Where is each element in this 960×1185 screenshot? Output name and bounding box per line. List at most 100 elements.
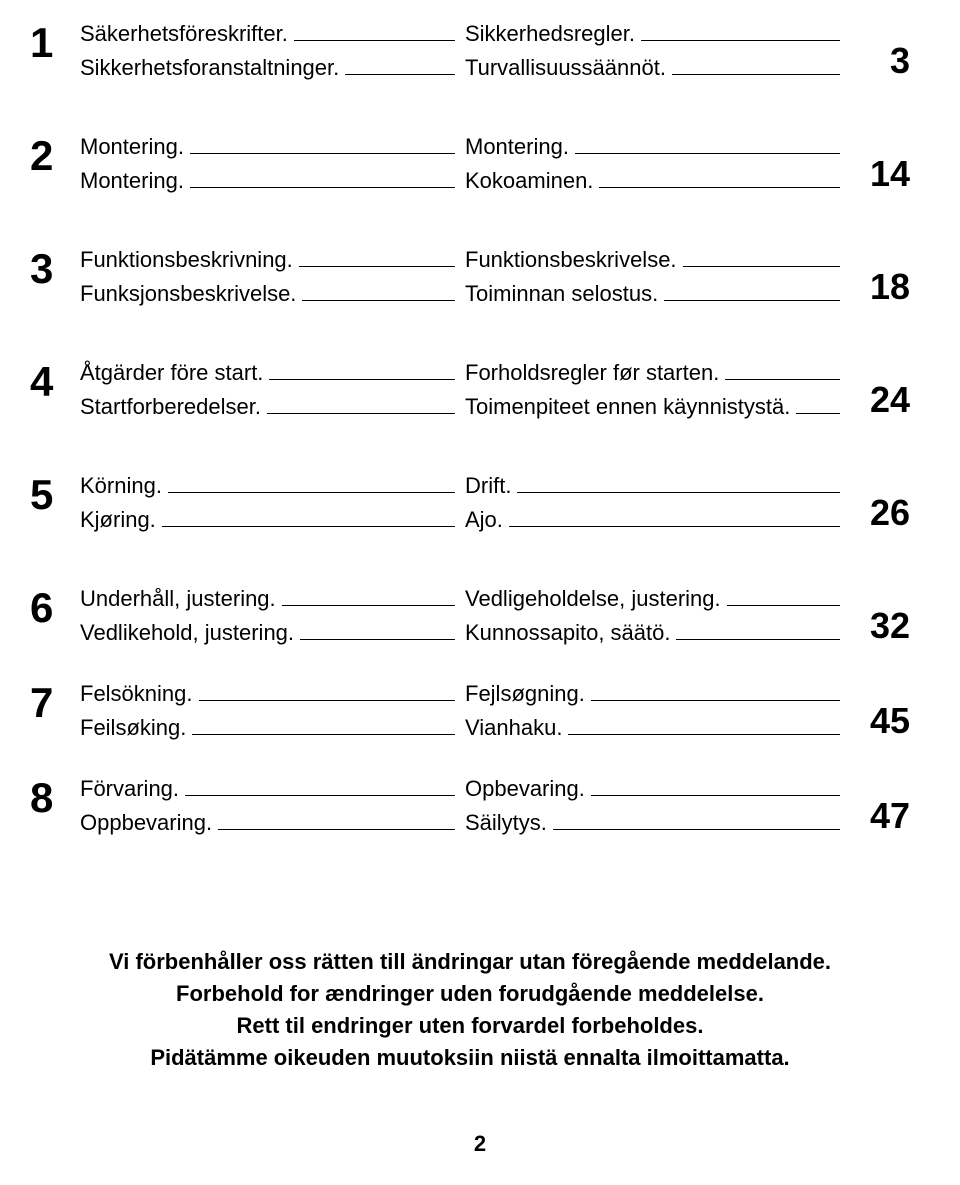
toc-col-right: Drift. Ajo.: [465, 472, 840, 533]
section-number-left: 6: [30, 585, 80, 629]
leader-line: [575, 138, 840, 155]
toc-row: 4Åtgärder före start. Startforberedelser.…: [30, 359, 910, 420]
leader-line: [192, 718, 455, 735]
toc-entry-text: Kjøring.: [80, 506, 156, 534]
toc-entry: Kjøring.: [80, 506, 455, 534]
page-ref-number: 18: [850, 269, 910, 307]
toc-entry: Vedlikehold, justering.: [80, 619, 455, 647]
toc-entry: Turvallisuussäännöt.: [465, 54, 840, 82]
toc-entry-text: Körning.: [80, 472, 162, 500]
toc-entry-text: Startforberedelser.: [80, 393, 261, 421]
toc-row: 7Felsökning.Feilsøking.Fejlsøgning.Vianh…: [30, 680, 910, 741]
toc-entry-text: Funktionsbeskrivelse.: [465, 246, 677, 274]
leader-line: [725, 364, 840, 381]
leader-line: [664, 284, 840, 301]
leader-line: [641, 25, 840, 42]
toc-entry: Forholdsregler før starten.: [465, 359, 840, 387]
leader-line: [796, 397, 840, 414]
toc-entry: Toiminnan selostus.: [465, 280, 840, 308]
toc-entry-text: Fejlsøgning.: [465, 680, 585, 708]
leader-line: [591, 780, 840, 797]
toc-entry-text: Opbevaring.: [465, 775, 585, 803]
leader-line: [517, 477, 840, 494]
toc-entry-text: Felsökning.: [80, 680, 193, 708]
toc-col-left: Körning. Kjøring.: [80, 472, 455, 533]
leader-line: [683, 251, 840, 268]
leader-line: [553, 813, 840, 830]
toc-entry: Sikkerhedsregler.: [465, 20, 840, 48]
toc-col-right: Montering. Kokoaminen.: [465, 133, 840, 194]
toc-entry: Kokoaminen.: [465, 167, 840, 195]
leader-line: [591, 685, 840, 702]
leader-line: [282, 590, 455, 607]
toc-entry-text: Säkerhetsföreskrifter.: [80, 20, 288, 48]
toc-col-right: Forholdsregler før starten.Toimenpiteet …: [465, 359, 840, 420]
leader-line: [162, 510, 455, 527]
toc-col-left: Funktionsbeskrivning.Funksjonsbeskrivels…: [80, 246, 455, 307]
toc-entry: Säkerhetsföreskrifter.: [80, 20, 455, 48]
toc-entry-text: Sikkerhetsforanstaltninger.: [80, 54, 339, 82]
toc-entry: Oppbevaring.: [80, 809, 455, 837]
notice-line: Vi förbenhåller oss rätten till ändringa…: [30, 946, 910, 978]
leader-line: [672, 58, 840, 75]
toc-entry-text: Sikkerhedsregler.: [465, 20, 635, 48]
toc-entry-text: Åtgärder före start.: [80, 359, 263, 387]
notice-line: Rett til endringer uten forvardel forbeh…: [30, 1010, 910, 1042]
leader-line: [345, 58, 455, 75]
toc-entry: Montering.: [465, 133, 840, 161]
leader-line: [294, 25, 455, 42]
toc-entry-text: Drift.: [465, 472, 511, 500]
toc-entry: Fejlsøgning.: [465, 680, 840, 708]
toc-entry-text: Vianhaku.: [465, 714, 562, 742]
toc-entry-text: Förvaring.: [80, 775, 179, 803]
toc-entry: Feilsøking.: [80, 714, 455, 742]
section-number-left: 8: [30, 775, 80, 819]
toc-entry: Funktionsbeskrivelse.: [465, 246, 840, 274]
toc-entry-text: Oppbevaring.: [80, 809, 212, 837]
toc-entry-text: Funksjonsbeskrivelse.: [80, 280, 296, 308]
leader-line: [185, 780, 455, 797]
table-of-contents: 1Säkerhetsföreskrifter.Sikkerhetsforanst…: [30, 20, 910, 836]
toc-entry-text: Turvallisuussäännöt.: [465, 54, 666, 82]
toc-entry-text: Vedlikehold, justering.: [80, 619, 294, 647]
toc-entry: Kunnossapito, säätö.: [465, 619, 840, 647]
toc-col-right: Funktionsbeskrivelse. Toiminnan selostus.: [465, 246, 840, 307]
toc-col-left: Förvaring. Oppbevaring.: [80, 775, 455, 836]
leader-line: [676, 623, 840, 640]
leader-line: [509, 510, 840, 527]
section-number-left: 5: [30, 472, 80, 516]
leader-line: [302, 284, 455, 301]
toc-entry-text: Kunnossapito, säätö.: [465, 619, 670, 647]
toc-col-right: Fejlsøgning. Vianhaku.: [465, 680, 840, 741]
toc-entry: Förvaring.: [80, 775, 455, 803]
page-ref-number: 24: [850, 382, 910, 420]
toc-entry: Montering.: [80, 167, 455, 195]
leader-line: [300, 623, 455, 640]
toc-entry: Ajo.: [465, 506, 840, 534]
toc-entry: Åtgärder före start.: [80, 359, 455, 387]
leader-line: [190, 138, 455, 155]
toc-row: 2Montering.Montering.Montering.Kokoamine…: [30, 133, 910, 194]
toc-entry-text: Underhåll, justering.: [80, 585, 276, 613]
toc-col-left: Underhåll, justering. Vedlikehold, juster…: [80, 585, 455, 646]
toc-entry: Körning.: [80, 472, 455, 500]
toc-entry-text: Forholdsregler før starten.: [465, 359, 719, 387]
toc-entry: Felsökning.: [80, 680, 455, 708]
leader-line: [218, 813, 455, 830]
toc-entry-text: Feilsøking.: [80, 714, 186, 742]
leader-line: [267, 397, 455, 414]
toc-entry: Vedligeholdelse, justering.: [465, 585, 840, 613]
toc-entry: Opbevaring.: [465, 775, 840, 803]
notice-line: Pidätämme oikeuden muutoksiin niistä enn…: [30, 1042, 910, 1074]
page-ref-number: 45: [850, 703, 910, 741]
leader-line: [269, 364, 455, 381]
toc-row: 1Säkerhetsföreskrifter.Sikkerhetsforanst…: [30, 20, 910, 81]
leader-line: [568, 718, 840, 735]
page-ref-number: 3: [850, 43, 910, 81]
toc-col-left: Åtgärder före start. Startforberedelser.: [80, 359, 455, 420]
section-number-left: 4: [30, 359, 80, 403]
toc-row: 5Körning.Kjøring.Drift.Ajo.26: [30, 472, 910, 533]
leader-line: [299, 251, 455, 268]
toc-col-left: Montering.Montering.: [80, 133, 455, 194]
section-number-left: 3: [30, 246, 80, 290]
